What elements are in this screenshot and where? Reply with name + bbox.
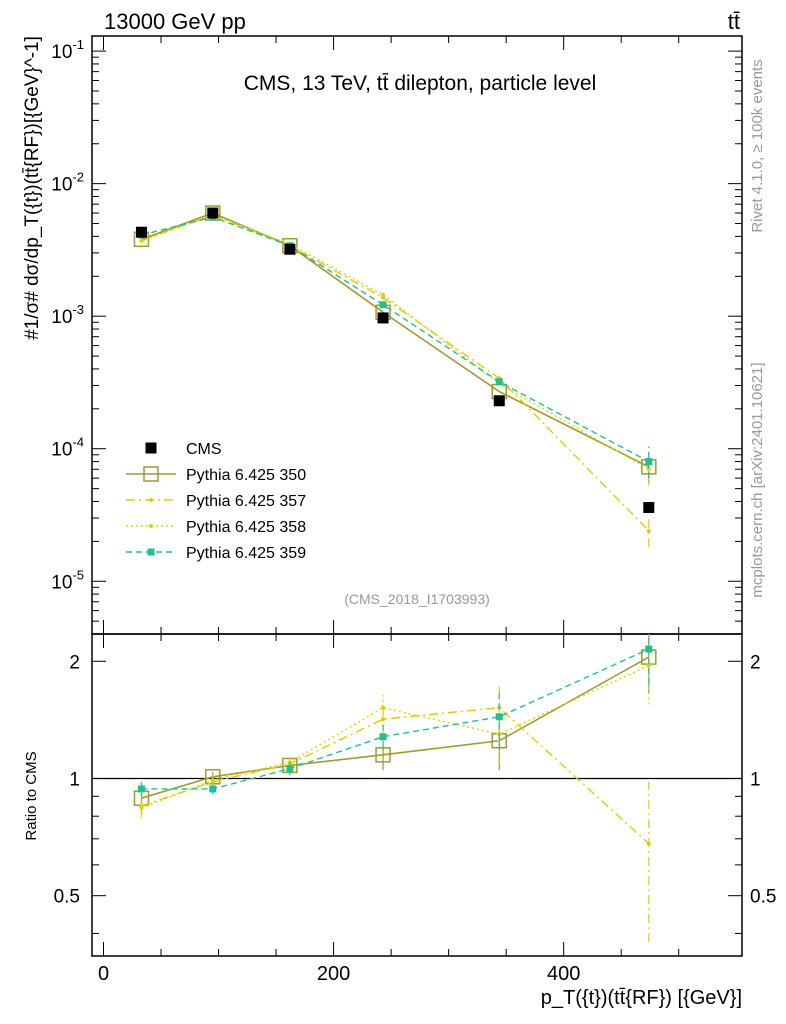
point-data [284, 243, 296, 255]
ratio-frame [91, 633, 743, 957]
point-p357 [381, 295, 386, 300]
ratio-point-p359 [209, 785, 217, 793]
ratio-tick-label-right: 0.5 [750, 887, 776, 908]
legend-marker-data [145, 442, 157, 454]
legend-marker-p357 [149, 498, 153, 502]
chart-title: CMS, 13 TeV, tt̄ dilepton, particle leve… [244, 72, 597, 95]
series-line-p359 [141, 216, 650, 463]
rivet-version: Rivet 4.1.0, ≥ 100k events [749, 59, 766, 232]
legend-label: CMS [186, 441, 222, 458]
ratio-point-p359 [379, 733, 387, 741]
point-data [135, 226, 147, 238]
ratio-tick-label-right: 2 [750, 652, 761, 673]
ratio-axis-label: Ratio to CMS [23, 751, 40, 840]
point-p357 [646, 528, 651, 533]
y-tick-label: 10-1 [51, 37, 84, 63]
point-p359 [379, 301, 387, 309]
ratio-point-p358 [210, 778, 215, 783]
series-line-p358 [141, 214, 650, 470]
y-tick-label: 10-3 [51, 302, 84, 328]
mcplots-credit: mcplots.cern.ch [arXiv:2401.10621] [749, 362, 766, 597]
legend-marker-p358 [149, 524, 153, 528]
y-axis-label: #1/σ# dσ/dp_T({t})(tt̄{RF})[{GeV}^-1] [22, 36, 43, 340]
ratio-tick-label-right: 1 [750, 769, 761, 790]
ratio-point-p359 [286, 765, 294, 773]
header-right: tt̄ [728, 9, 740, 34]
ratio-tick-label: 2 [69, 652, 80, 673]
ratio-point-p358 [646, 663, 651, 668]
y-tick-label: 10-4 [51, 435, 84, 461]
ratio-line-p357 [141, 706, 650, 845]
y-tick-label: 10-5 [51, 567, 84, 593]
header-left: 13000 GeV pp [104, 9, 246, 34]
point-p358 [139, 238, 144, 243]
legend-marker-p359 [147, 548, 155, 556]
point-p359 [495, 378, 503, 386]
legend-label: Pythia 6.425 350 [186, 467, 306, 484]
point-data [493, 395, 505, 407]
x-axis-label: p_T({t})(tt̄{RF}) [{GeV}] [541, 987, 742, 1009]
legend: CMS Pythia 6.425 350 Pythia 6.425 357 Pythi… [126, 441, 306, 562]
point-p359 [645, 458, 653, 466]
point-p358 [381, 292, 386, 297]
ratio-panel-series [133, 634, 657, 943]
ratio-line-p350 [141, 656, 650, 799]
series-line-p350 [141, 212, 650, 468]
ratio-point-p359 [645, 645, 653, 653]
x-tick-label: 400 [547, 963, 580, 985]
ratio-tick-label: 1 [69, 769, 80, 790]
point-data [207, 207, 219, 219]
ratio-point-p358 [139, 805, 144, 810]
ratio-point-p357 [646, 841, 651, 846]
ratio-point-p359 [495, 713, 503, 721]
ratio-line-p358 [141, 664, 650, 809]
legend-label: Pythia 6.425 357 [186, 493, 306, 510]
x-tick-label: 0 [98, 963, 109, 985]
x-tick-label: 200 [317, 963, 350, 985]
ratio-tick-label: 0.5 [54, 887, 80, 908]
analysis-tag: (CMS_2018_I1703993) [344, 591, 490, 607]
ratio-point-p358 [381, 705, 386, 710]
main-panel-series [133, 205, 657, 548]
legend-label: Pythia 6.425 359 [186, 545, 306, 562]
ratio-point-p359 [137, 785, 145, 793]
legend-label: Pythia 6.425 358 [186, 519, 306, 536]
point-data [643, 502, 655, 514]
legend-marker-p350 [143, 466, 159, 482]
point-data [377, 312, 389, 324]
axis-ticks: 0 200 400 10-5 10-4 10-3 10-2 10-1 0.5 0.5 1 1 2 2 [51, 36, 776, 985]
ratio-line-p359 [141, 648, 650, 790]
y-tick-label: 10-2 [51, 170, 84, 196]
ratio-point-p357 [381, 717, 386, 722]
